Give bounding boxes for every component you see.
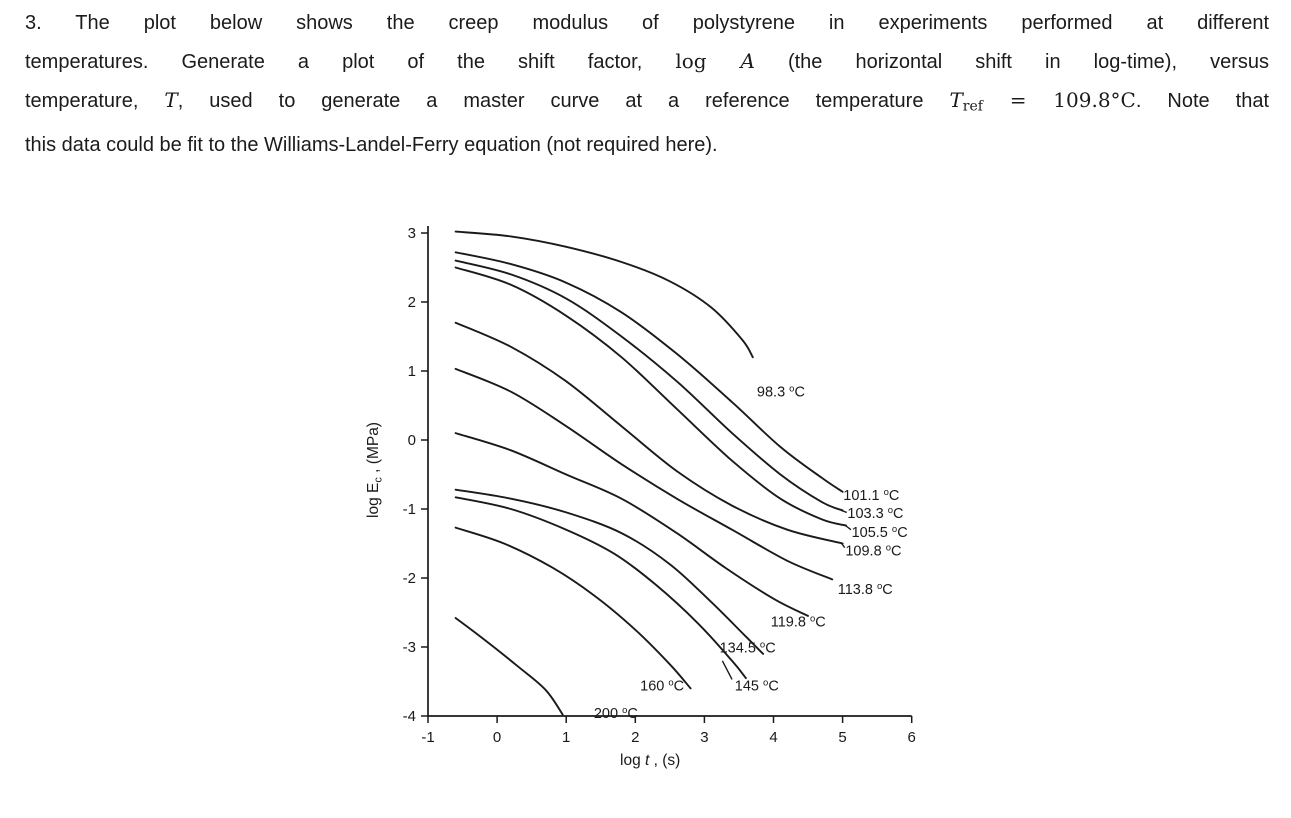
curve-label-160°C: 160 oC xyxy=(640,678,684,695)
label-leader xyxy=(844,524,852,531)
label-leader xyxy=(840,509,847,514)
x-tick-label: 2 xyxy=(631,729,639,746)
curve-label-105.5°C: 105.5 oC xyxy=(852,524,908,541)
problem-line-2: temperatures. Generate a plot of the shi… xyxy=(25,42,1269,81)
problem-line-4: this data could be fit to the Williams-L… xyxy=(25,126,1269,164)
problem-text-segment: . Note that xyxy=(1135,90,1270,112)
axes xyxy=(427,226,912,717)
x-tick-label: -1 xyxy=(421,729,434,746)
curve-119.8°C xyxy=(454,432,809,617)
curve-label-103.3°C: 103.3 oC xyxy=(847,505,903,522)
x-tick-label: 3 xyxy=(700,729,708,746)
x-tick-label: 6 xyxy=(908,729,916,746)
curve-145°C xyxy=(454,496,747,680)
curve-label-119.8°C: 119.8 oC xyxy=(771,613,826,630)
curve-103.3°C xyxy=(454,259,844,512)
problem-text-segment: this data could be fit to the Williams-L… xyxy=(25,133,718,156)
curve-105.5°C xyxy=(454,266,848,527)
curve-109.8°C xyxy=(454,321,844,545)
curve-200°C xyxy=(454,617,564,716)
y-tick-label: -4 xyxy=(403,708,416,725)
problem-text-segment: temperatures. Generate a plot of the shi… xyxy=(25,51,676,73)
problem-text-segment: 3. The plot below shows the creep modulu… xyxy=(25,12,1269,34)
problem-line-3: temperature, T, used to generate a maste… xyxy=(25,81,1269,126)
problem-text-segment: (the horizontal shift in log-time), vers… xyxy=(754,51,1269,73)
problem-text-segment: A xyxy=(740,49,755,73)
curve-label-145°C: 145 oC xyxy=(735,678,779,695)
label-leader xyxy=(721,660,733,680)
curve-134.5°C xyxy=(454,488,765,655)
problem-text-segment: log xyxy=(675,49,741,73)
y-tick-label: 2 xyxy=(408,294,416,311)
y-tick-label: -3 xyxy=(403,639,416,656)
problem-text-segment: temperature, xyxy=(25,90,165,112)
x-axis-title: log t , (s) xyxy=(620,752,680,769)
label-leader xyxy=(840,542,846,549)
problem-text-segment: T xyxy=(949,88,963,112)
y-tick-label: 1 xyxy=(408,363,416,380)
curve-label-98.3°C: 98.3 oC xyxy=(757,384,805,401)
curve-label-109.8°C: 109.8 oC xyxy=(845,542,901,559)
curve-label-200°C: 200 oC xyxy=(594,705,638,722)
x-tick-label: 1 xyxy=(562,729,570,746)
problem-line-1: 3. The plot below shows the creep modulu… xyxy=(25,4,1269,42)
y-axis-title: log Ec , (MPa) xyxy=(365,422,385,518)
problem-statement: 3. The plot below shows the creep modulu… xyxy=(25,4,1269,164)
problem-text-segment: , used to generate a master curve at a r… xyxy=(177,90,950,112)
curve-101.1°C xyxy=(454,251,844,493)
x-tick-label: 0 xyxy=(493,729,501,746)
curve-113.8°C xyxy=(454,367,834,581)
tick-labels: 3 2 1 0 -1 -2 -3 -4 -1 0 1 2 3 4 5 6 xyxy=(403,225,916,746)
curve-160°C xyxy=(454,526,692,690)
figure-container: 3 2 1 0 -1 -2 -3 -4 -1 0 1 2 3 4 5 6 log t , (s) log Ec ,… xyxy=(340,212,940,787)
tick-marks xyxy=(421,232,913,723)
curve-label-134.5°C: 134.5 oC xyxy=(720,640,776,657)
x-tick-label: 4 xyxy=(769,729,777,746)
curve-label-113.8°C: 113.8 oC xyxy=(838,581,893,598)
curve-label-101.1°C: 101.1 oC xyxy=(843,487,899,504)
problem-text-segment: T xyxy=(164,88,178,112)
y-tick-label: 3 xyxy=(408,225,416,242)
x-tick-label: 5 xyxy=(838,729,846,746)
y-tick-label: 0 xyxy=(408,432,416,449)
problem-text-segment: = 109.8°C xyxy=(982,88,1136,112)
problem-text-segment: ref xyxy=(962,98,983,115)
y-tick-label: -2 xyxy=(403,570,416,587)
curves xyxy=(454,230,848,716)
y-tick-label: -1 xyxy=(403,501,416,518)
curve-98.3°C xyxy=(454,230,754,359)
creep-modulus-chart: 3 2 1 0 -1 -2 -3 -4 -1 0 1 2 3 4 5 6 log t , (s) log Ec ,… xyxy=(365,225,916,769)
